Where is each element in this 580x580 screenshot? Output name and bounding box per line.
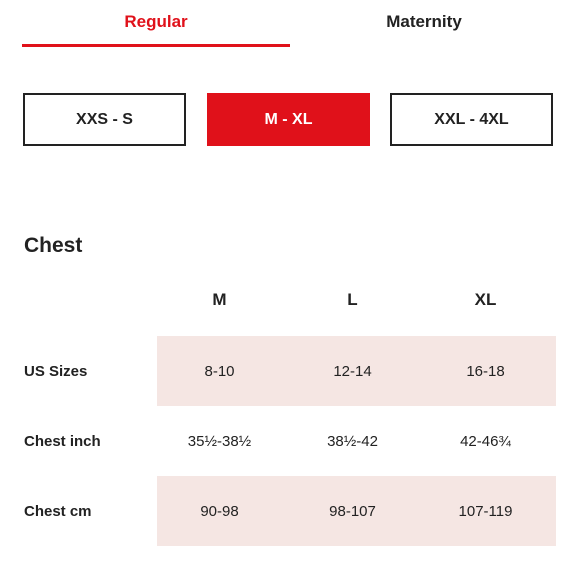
table-cell: 98-107 [329, 502, 376, 520]
row-label: US Sizes [24, 362, 88, 380]
column-header-l: L [347, 290, 358, 309]
table-cell: 12-14 [333, 362, 372, 380]
size-range-xxs-s-button[interactable]: XXS - S [23, 93, 186, 146]
tab-maternity[interactable]: Maternity [386, 12, 462, 31]
row-shade [157, 476, 556, 546]
table-cell: 8-10 [204, 362, 235, 380]
column-header-xl: XL [474, 290, 497, 309]
table-cell: 38½-42 [327, 432, 378, 450]
table-cell: 16-18 [466, 362, 505, 380]
row-label: Chest cm [24, 502, 92, 520]
size-range-xxl-4xl-button[interactable]: XXL - 4XL [390, 93, 553, 146]
table-cell: 35½-38½ [187, 432, 252, 450]
table-row-chest-cm: Chest cm 90-98 98-107 107-119 [0, 476, 580, 546]
table-row-us-sizes: US Sizes 8-10 12-14 16-18 [0, 336, 580, 406]
section-title: Chest [24, 234, 83, 257]
active-tab-indicator [22, 44, 290, 47]
row-label: Chest inch [24, 432, 101, 450]
table-cell: 90-98 [200, 502, 239, 520]
size-range-m-xl-button[interactable]: M - XL [207, 93, 370, 146]
table-row-chest-inch: Chest inch 35½-38½ 38½-42 42-46¾ [0, 406, 580, 476]
column-header-m: M [212, 290, 227, 309]
fit-tabs: Regular Maternity [22, 0, 558, 48]
tab-regular[interactable]: Regular [124, 12, 188, 31]
row-shade [157, 336, 556, 406]
table-cell: 107-119 [458, 502, 513, 520]
table-cell: 42-46¾ [460, 432, 511, 450]
